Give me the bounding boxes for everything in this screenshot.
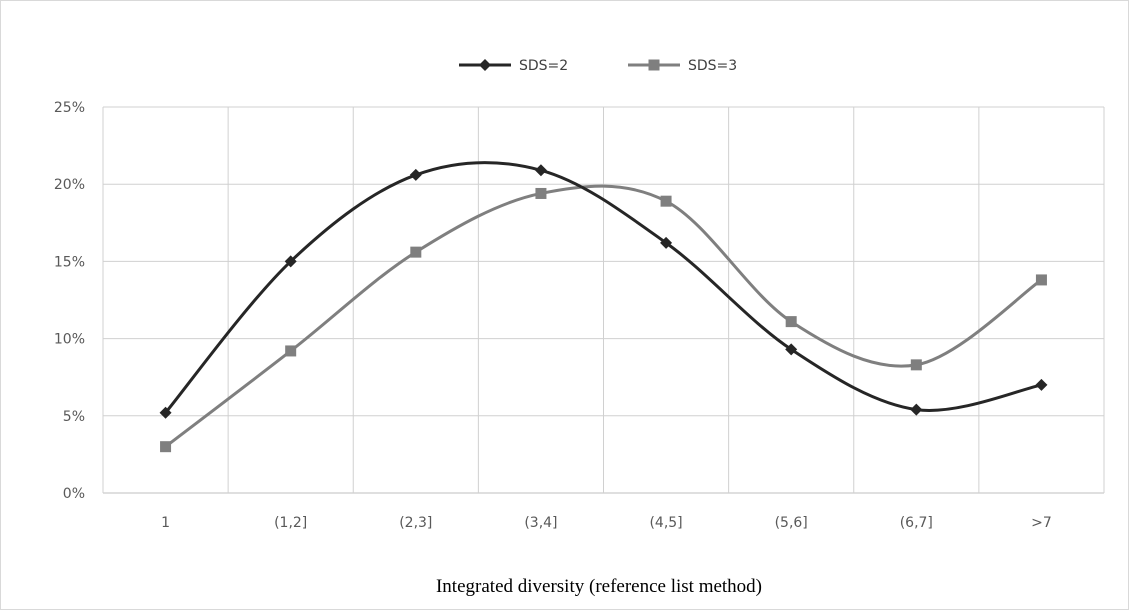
data-point-sds-3 (160, 441, 172, 453)
legend-marker-sds-2 (479, 59, 491, 71)
x-tick-label: (6,7] (900, 515, 933, 531)
data-point-sds-2 (660, 236, 673, 249)
x-tick-label: (4,5] (649, 515, 682, 531)
x-tick-label: (1,2] (274, 515, 307, 531)
y-tick-label: 25% (54, 100, 85, 116)
data-point-sds-3 (1035, 274, 1047, 286)
y-tick-label: 0% (63, 486, 85, 502)
series-sds-2 (159, 161, 1048, 419)
x-tick-label: 1 (161, 515, 170, 531)
grid-layer (102, 106, 1105, 494)
x-tick-label: (3,4] (524, 515, 557, 531)
x-tick-label: >7 (1031, 515, 1052, 531)
y-tick-label: 10% (54, 332, 85, 348)
legend-label-sds-3: SDS=3 (688, 58, 737, 74)
x-axis-tick-labels: 1 (1,2] (2,3] (3,4] (4,5] (5,6] (6,7] >7 (161, 515, 1052, 531)
data-point-sds-3 (660, 195, 672, 207)
legend-item-sds-2: SDS=2 (459, 58, 568, 74)
data-point-sds-3 (785, 316, 797, 328)
y-tick-label: 20% (54, 177, 85, 193)
legend-marker-sds-3 (648, 59, 660, 71)
legend-item-sds-3: SDS=3 (628, 58, 737, 74)
data-point-sds-2 (785, 343, 798, 356)
data-point-sds-2 (284, 255, 297, 268)
data-point-sds-2 (159, 406, 172, 419)
y-axis-tick-labels: 0% 5% 10% 15% 20% 25% (54, 100, 85, 502)
series-layer (159, 161, 1048, 453)
data-point-sds-2 (1035, 378, 1048, 391)
data-point-sds-3 (535, 187, 547, 199)
legend: SDS=2 SDS=3 (459, 58, 737, 74)
data-point-sds-2 (910, 403, 923, 416)
y-tick-label: 5% (63, 409, 85, 425)
x-axis-title: Integrated diversity (reference list met… (436, 576, 762, 597)
data-point-sds-3 (285, 345, 297, 357)
series-sds-3 (160, 184, 1047, 453)
x-tick-label: (5,6] (775, 515, 808, 531)
data-point-sds-2 (409, 168, 422, 181)
data-point-sds-3 (410, 246, 422, 258)
series-line-sds-3 (164, 184, 1043, 448)
data-point-sds-2 (534, 164, 547, 177)
legend-label-sds-2: SDS=2 (519, 58, 568, 74)
y-tick-label: 15% (54, 254, 85, 270)
x-tick-label: (2,3] (399, 515, 432, 531)
data-point-sds-3 (910, 359, 922, 371)
